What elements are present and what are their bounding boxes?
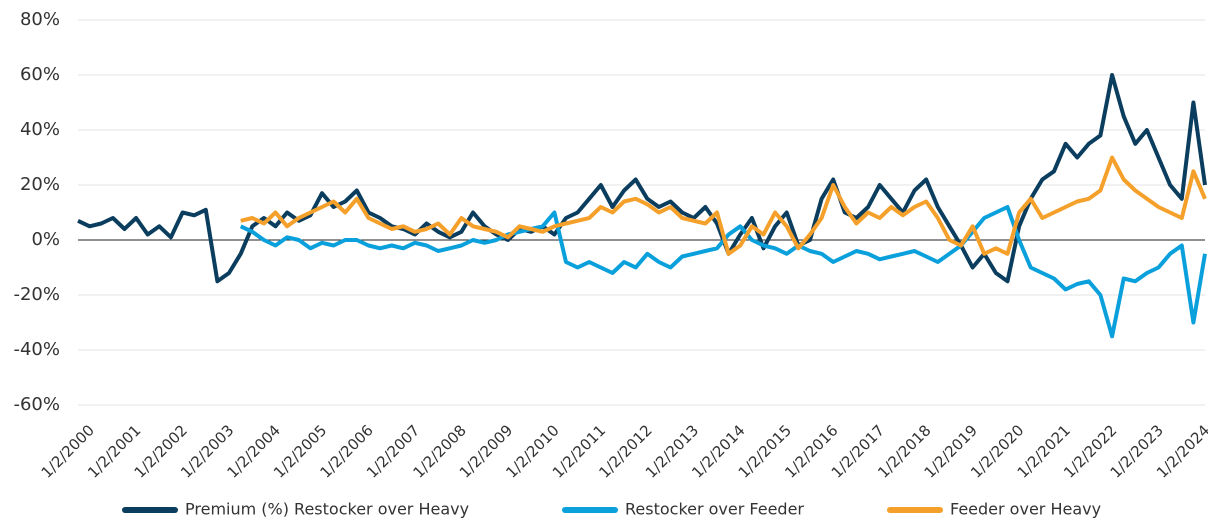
y-tick-label: -20% <box>13 284 60 305</box>
series-line <box>240 155 1207 256</box>
y-tick-label: 80% <box>20 9 60 30</box>
y-tick-label: -60% <box>13 394 60 415</box>
y-tick-label: 0% <box>31 229 60 250</box>
series-line <box>239 205 1207 339</box>
y-tick-label: 20% <box>20 174 60 195</box>
y-tick-label: 40% <box>20 119 60 140</box>
legend-label: Premium (%) Restocker over Heavy <box>185 500 469 519</box>
y-tick-label: 60% <box>20 64 60 85</box>
series-line <box>77 73 1207 284</box>
legend-label: Feeder over Heavy <box>950 500 1101 519</box>
y-tick-label: -40% <box>13 339 60 360</box>
legend-label: Restocker over Feeder <box>625 500 804 519</box>
